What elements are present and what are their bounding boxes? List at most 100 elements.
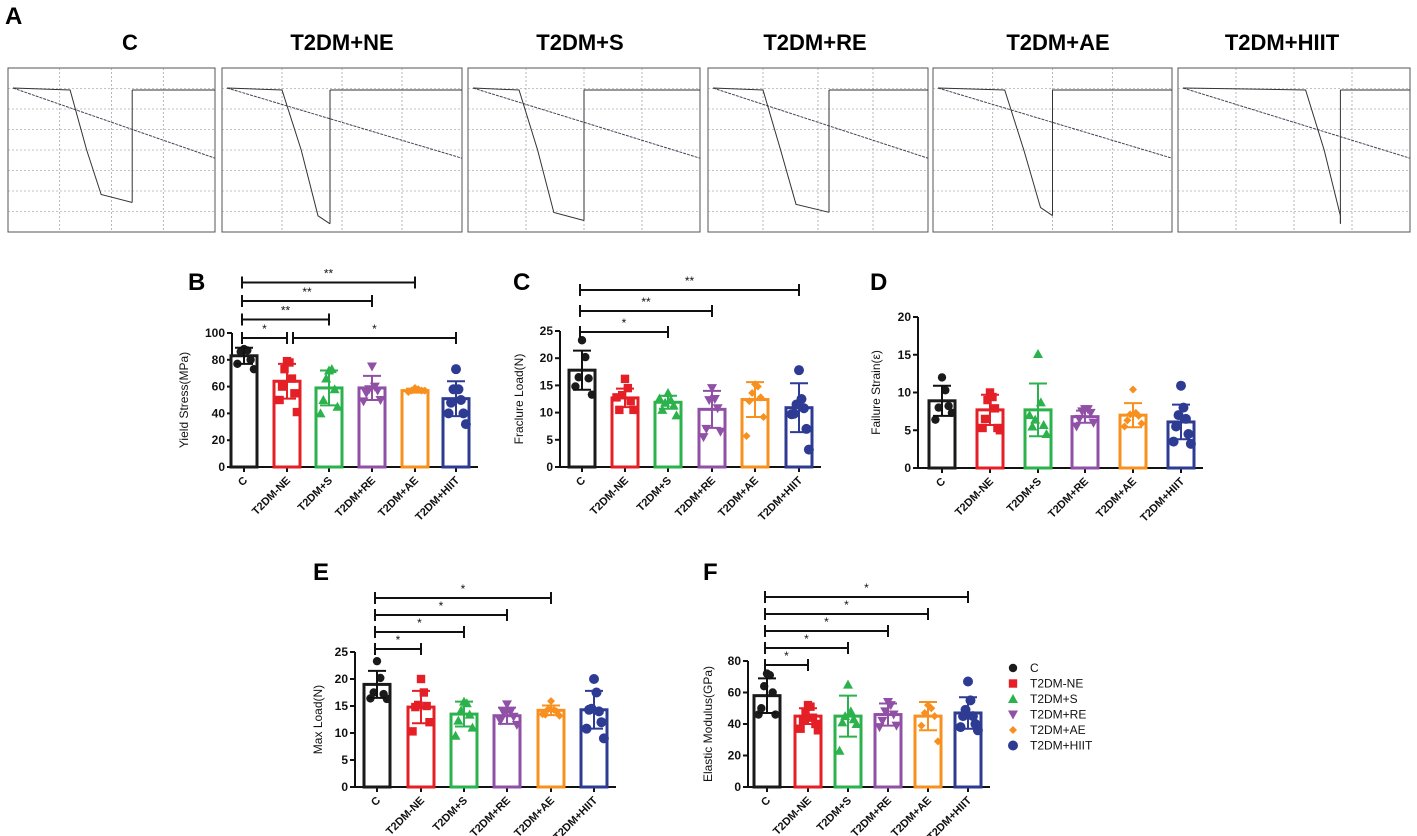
x-tick-label: C [934, 476, 948, 490]
data-point [768, 688, 777, 697]
load-curve [937, 87, 1053, 217]
data-point [786, 409, 797, 420]
x-tick-label: T2DM-NE [588, 475, 631, 518]
displacement-line [472, 87, 701, 159]
data-point [990, 404, 1000, 413]
y-tick-label: 0 [734, 780, 741, 794]
displacement-line [937, 87, 1173, 159]
data-point [448, 384, 459, 395]
data-point [877, 716, 888, 726]
x-tick-label: T2DM+AE [512, 795, 557, 836]
y-tick-label: 20 [728, 749, 742, 763]
data-point [742, 431, 751, 440]
y-tick-label: 0 [904, 461, 911, 475]
data-point [446, 397, 457, 408]
significance-label: ** [685, 274, 695, 288]
data-point [757, 704, 766, 713]
y-tick-label: 5 [341, 753, 348, 767]
data-point [502, 700, 512, 710]
legend-label: T2DM+AE [1030, 723, 1086, 737]
y-axis-label: Fraclure Load(N) [512, 354, 526, 445]
y-tick-label: 15 [898, 348, 912, 362]
data-point [626, 396, 635, 406]
data-point [888, 710, 899, 720]
data-point [249, 364, 259, 374]
load-displacement-trace [707, 67, 929, 233]
y-tick-label: 60 [212, 380, 226, 394]
x-tick-label: C [369, 795, 383, 809]
x-tick-label: T2DM+RE [1046, 476, 1091, 521]
significance-label: * [864, 581, 869, 595]
y-tick-label: 60 [728, 686, 742, 700]
data-point [329, 384, 340, 394]
trace-title: T2DM+HIIT [1225, 30, 1340, 55]
y-tick-label: 80 [212, 353, 226, 367]
data-point [934, 403, 943, 412]
data-point [246, 355, 255, 364]
x-tick-label: T2DM+S [815, 795, 854, 834]
significance-label: * [844, 598, 849, 612]
y-tick-label: 100 [205, 326, 225, 340]
legend-label: C [1030, 661, 1039, 675]
legend-marker [1008, 679, 1018, 688]
x-tick-label: T2DM+AE [889, 795, 934, 836]
data-point [589, 674, 599, 684]
y-tick-label: 10 [898, 386, 912, 400]
x-tick-label: T2DM-NE [384, 795, 427, 836]
displacement-line [712, 87, 929, 159]
bar-c [229, 354, 259, 469]
data-point [754, 710, 763, 719]
data-point [280, 364, 289, 374]
significance-label: * [372, 322, 377, 336]
data-point [980, 414, 990, 424]
legend-label: T2DM-NE [1030, 677, 1083, 691]
data-point [796, 724, 805, 733]
significance-label: * [824, 615, 829, 629]
legend-label: T2DM+RE [1030, 708, 1086, 722]
legend-marker [1008, 710, 1018, 720]
y-tick-label: 80 [728, 654, 742, 668]
data-point [596, 717, 607, 728]
data-point [460, 419, 471, 430]
x-tick-label: C [759, 795, 773, 809]
data-point [425, 718, 434, 727]
data-point [933, 737, 942, 746]
displacement-line [1182, 87, 1411, 159]
data-point [584, 374, 593, 383]
load-curve [12, 87, 133, 203]
data-point [931, 415, 940, 424]
y-tick-label: 20 [335, 672, 349, 686]
data-point [771, 710, 780, 719]
legend-marker [1009, 726, 1017, 734]
x-tick-label: T2DM+HIIT [756, 474, 805, 523]
panel-c: 0 5 10 15 20 25 Fraclure Load(N) C T2DM-NE T2DM+S… [512, 274, 821, 524]
significance-label: * [439, 599, 444, 613]
data-point [927, 704, 936, 713]
y-tick-label: 25 [335, 645, 349, 659]
data-point [1168, 436, 1179, 447]
data-point [1024, 410, 1035, 420]
significance-label: * [417, 616, 422, 630]
significance-label: * [461, 582, 466, 596]
data-point [917, 721, 926, 730]
data-point [972, 725, 983, 736]
significance-label: * [262, 322, 267, 336]
data-point [920, 708, 929, 717]
load-displacement-trace [221, 67, 463, 233]
data-point [834, 745, 845, 755]
legend-label: T2DM+S [1030, 692, 1078, 706]
x-tick-label: T2DM-NE [250, 475, 293, 518]
data-point [1129, 385, 1137, 394]
data-point [978, 423, 987, 433]
data-point [508, 712, 519, 722]
significance-label: ** [302, 285, 312, 299]
x-tick-label: T2DM+RE [673, 475, 718, 520]
data-point [671, 410, 682, 420]
data-point [1038, 419, 1049, 429]
data-point [574, 373, 583, 382]
trace-title: C [122, 30, 138, 55]
data-point [367, 362, 377, 372]
load-curve [472, 87, 585, 222]
